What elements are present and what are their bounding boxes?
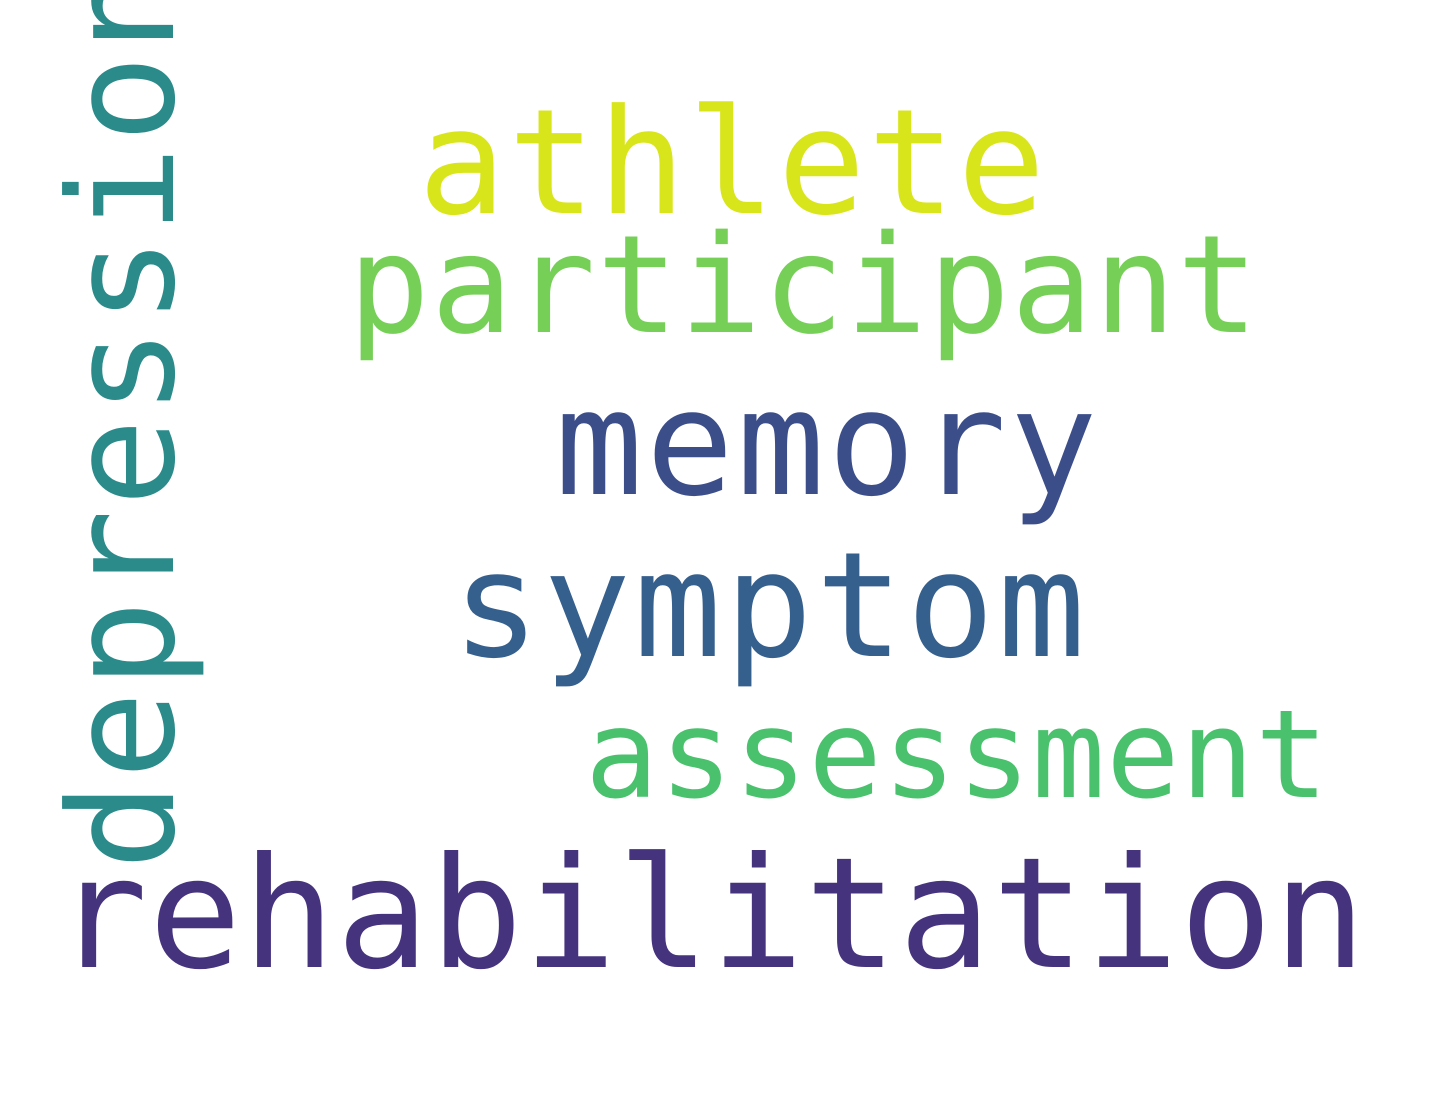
word-athlete: athlete bbox=[418, 78, 1048, 248]
word-symptom: symptom bbox=[452, 521, 1089, 691]
word-depression: depression bbox=[38, 0, 208, 870]
word-participant: participant bbox=[348, 207, 1260, 365]
word-assessment: assessment bbox=[585, 684, 1330, 826]
word-memory: memory bbox=[555, 359, 1101, 529]
word-rehabilitation: rehabilitation bbox=[55, 825, 1368, 1004]
